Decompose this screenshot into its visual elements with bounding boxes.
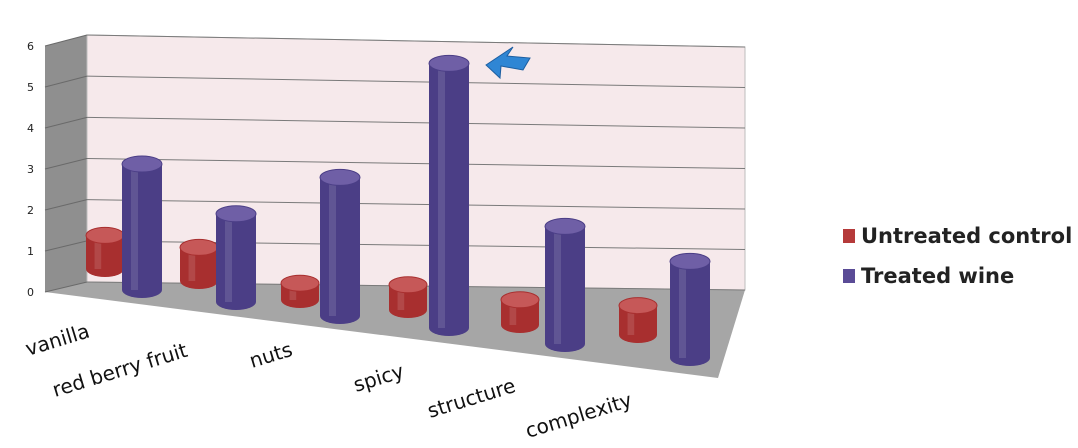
treated-bar-top [544,217,586,235]
legend-item-treated: Treated wine [843,256,1072,296]
untreated-bar [179,238,219,289]
untreated-bar-top [388,276,428,294]
treated-bar-top [669,252,711,270]
untreated-bar-shine [289,283,297,300]
untreated-bar-top [618,297,658,315]
untreated-bar [618,297,658,343]
treated-bar-body [216,213,256,310]
gridline [86,75,746,88]
untreated-bar-shine [627,305,635,335]
y-tick-label: 2 [27,204,34,217]
untreated-bar-body [180,247,218,289]
gridline-side [44,75,88,88]
treated-bar-shine [329,177,336,316]
treated-bar-shine [679,261,686,358]
untreated-bar [280,274,320,308]
gridline-side [44,158,88,170]
x-tick-label: spicy [350,359,406,397]
y-tick-label: 0 [27,286,34,299]
gridline-side [44,116,88,129]
untreated-bar-shine [509,299,517,325]
untreated-bar [388,276,428,318]
y-axis-ticks: 0 1 2 3 4 5 6 [27,40,34,299]
gridline-side [44,34,88,47]
legend-label-untreated: Untreated control [861,224,1073,248]
gridline [86,199,746,210]
annotations [485,46,531,80]
treated-bar-shine [131,164,138,290]
treated-bar-body [122,164,162,298]
legend-swatch-untreated [843,229,855,243]
legend: Untreated control Treated wine [843,216,1072,296]
untreated-bar-shine [188,247,196,281]
treated-bar [215,205,257,310]
untreated-bar-top [179,238,219,256]
bars [85,54,711,366]
untreated-bar-body [86,235,124,277]
legend-label-treated: Treated wine [861,264,1015,288]
legend-item-untreated: Untreated control [843,216,1072,256]
treated-bar-top [428,54,470,72]
gridline-side [44,240,88,252]
treated-bar-body [320,177,360,324]
untreated-bar-body [501,299,539,333]
y-tick-label: 5 [27,81,34,94]
treated-bar-top [319,168,361,186]
treated-bar [669,252,711,366]
gridline [86,158,746,169]
y-tick-label: 4 [27,122,34,135]
untreated-bar-body [619,305,657,343]
gridline-side [44,199,88,211]
x-tick-label: structure [424,373,518,422]
treated-bar [121,155,163,298]
untreated-bar-top [280,274,320,292]
treated-bar [319,168,361,324]
treated-bar-shine [225,213,232,302]
treated-bar-shine [554,226,561,344]
untreated-bar-top [85,226,125,244]
treated-bar-shine [438,63,445,329]
treated-bar-body [545,226,585,352]
y-tick-label: 6 [27,40,34,53]
gridline [86,34,746,48]
untreated-bar-top [500,291,540,309]
x-tick-label: vanilla [22,319,92,361]
untreated-bar-shine [94,235,102,269]
untreated-bar [500,291,540,333]
untreated-bar-shine [397,284,405,310]
treated-bar [544,217,586,352]
treated-bar-top [215,205,257,223]
legend-swatch-treated [843,269,855,283]
y-tick-label: 1 [27,245,34,258]
untreated-bar [85,226,125,277]
annotation-arrow-icon [485,46,531,80]
gridline-side [44,281,88,293]
y-tick-label: 3 [27,163,34,176]
gridline [86,116,746,129]
x-tick-label: nuts [246,337,295,373]
untreated-bar-body [389,284,427,318]
treated-bar [428,54,470,337]
treated-bar-body [429,63,469,337]
treated-bar-top [121,155,163,173]
x-tick-label: complexity [522,388,634,443]
treated-bar-body [670,261,710,366]
